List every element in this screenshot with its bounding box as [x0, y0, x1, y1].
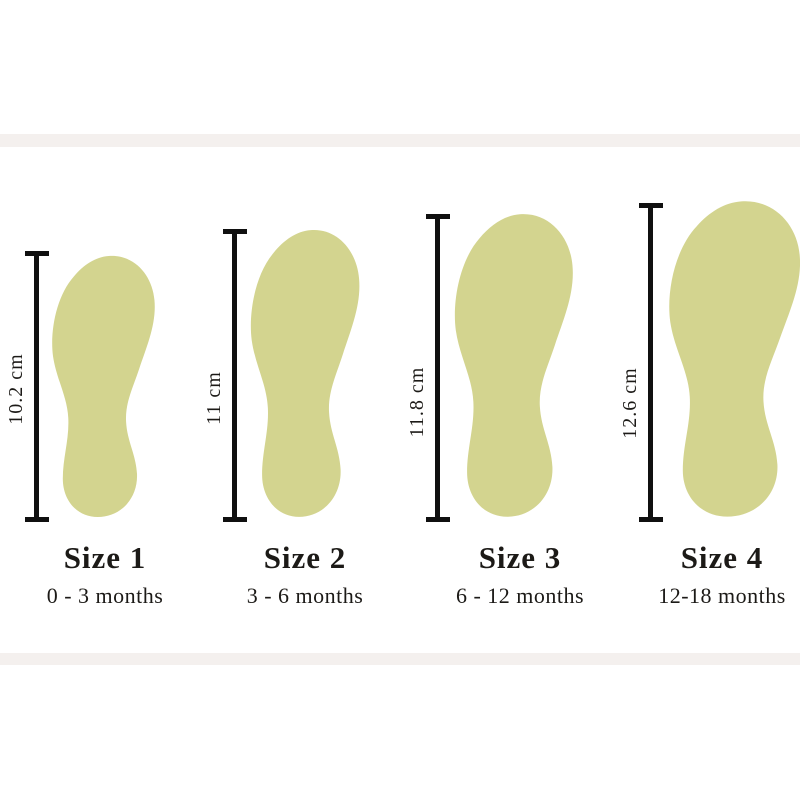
- bottom-divider: [0, 653, 800, 665]
- measurement-ruler: 12.6 cm: [619, 203, 653, 522]
- size-column-4: 12.6 cm Size 4 12-18 months: [619, 201, 800, 632]
- length-label: 11 cm: [203, 370, 225, 425]
- age-range-label: 12-18 months: [658, 582, 786, 608]
- footprint-shape: [52, 255, 155, 518]
- measurement-ruler: 11 cm: [203, 229, 237, 522]
- length-label: 10.2 cm: [5, 352, 27, 425]
- size-3-caption: Size 3 6 - 12 months: [410, 540, 630, 609]
- size-label: Size 1: [63, 540, 147, 575]
- footprint-shape: [669, 201, 800, 517]
- size-3-figure: 11.8 cm: [406, 202, 580, 522]
- size-1-caption: Size 1 0 - 3 months: [0, 540, 215, 609]
- size-column-3: 11.8 cm Size 3 6 - 12 months: [406, 202, 584, 632]
- measurement-ruler: 10.2 cm: [5, 251, 39, 522]
- measurement-ruler: 11.8 cm: [406, 214, 440, 522]
- size-2-figure: 11 cm: [203, 202, 366, 522]
- footprint-shape: [250, 230, 360, 517]
- footprint-path: [52, 255, 155, 518]
- footprint-shape: [454, 214, 573, 517]
- age-range-label: 0 - 3 months: [46, 582, 164, 608]
- length-label: 11.8 cm: [406, 366, 428, 438]
- footprint-path: [250, 230, 360, 517]
- age-range-label: 6 - 12 months: [455, 582, 585, 608]
- footprint-path: [454, 214, 573, 517]
- size-4-figure: 12.6 cm: [619, 201, 800, 522]
- size-column-1: 10.2 cm Size 1 0 - 3 months: [5, 202, 163, 632]
- top-divider: [0, 134, 800, 147]
- size-label: Size 2: [263, 540, 347, 575]
- size-label: Size 4: [680, 540, 764, 575]
- footprint-path: [669, 201, 800, 517]
- size-4-caption: Size 4 12-18 months: [612, 540, 800, 609]
- length-label: 12.6 cm: [619, 366, 641, 439]
- size-2-caption: Size 2 3 - 6 months: [195, 540, 415, 609]
- size-1-figure: 10.2 cm: [5, 202, 161, 522]
- foot-size-chart: 10.2 cm Size 1 0 - 3 months 11 cm: [0, 201, 800, 632]
- size-label: Size 3: [478, 540, 562, 575]
- size-column-2: 11 cm Size 2 3 - 6 months: [203, 202, 366, 632]
- age-range-label: 3 - 6 months: [246, 582, 364, 608]
